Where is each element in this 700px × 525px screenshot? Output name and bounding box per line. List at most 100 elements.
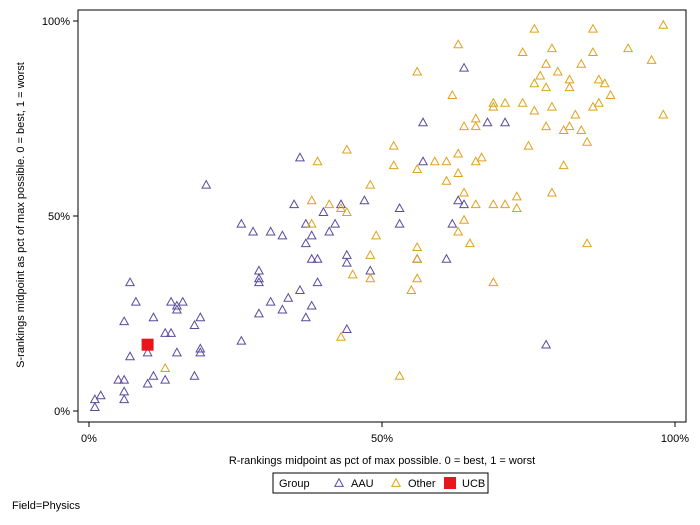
data-point-other (412, 241, 423, 252)
data-point-aau (294, 284, 306, 294)
data-point-aau (253, 265, 264, 275)
data-point-other (347, 269, 358, 279)
data-point-other (576, 58, 587, 68)
data-point-other (546, 101, 557, 111)
data-point-other (593, 97, 604, 107)
data-point-aau (165, 296, 177, 306)
x-tick-label: 100% (661, 433, 689, 445)
data-point-other (341, 144, 352, 154)
data-point-aau (265, 226, 276, 236)
data-point-other (453, 39, 464, 49)
data-point-other (447, 89, 458, 99)
data-point-aau (160, 374, 171, 384)
data-point-aau (236, 218, 247, 228)
data-point-aau (453, 195, 464, 205)
data-point-other (365, 273, 376, 283)
data-point-other (646, 54, 657, 64)
data-point-aau (289, 199, 300, 209)
y-tick-label: 100% (42, 16, 70, 28)
data-point-other (429, 156, 440, 166)
data-point-other (658, 109, 669, 119)
data-point-aau (265, 296, 276, 306)
data-point-aau (113, 374, 124, 384)
data-point-other (488, 101, 499, 111)
data-point-aau (324, 226, 335, 236)
data-point-other (576, 124, 587, 135)
data-point-aau (283, 292, 294, 302)
data-point-other (500, 97, 511, 107)
x-tick-label: 50% (371, 433, 393, 445)
data-point-aau (335, 199, 347, 209)
data-point-aau (165, 327, 177, 337)
data-point-aau (294, 152, 306, 162)
legend-label-aau: AAU (351, 478, 374, 490)
data-point-aau (124, 277, 136, 287)
data-point-aau (148, 370, 159, 380)
data-point-aau (341, 257, 352, 267)
data-point-aau (500, 117, 511, 127)
data-point-ucb (141, 338, 154, 351)
data-point-other (441, 175, 452, 185)
data-point-aau (277, 304, 288, 314)
data-point-aau (253, 273, 264, 283)
data-point-aau (330, 218, 341, 228)
data-point-other (529, 78, 540, 88)
data-point-other (623, 43, 634, 53)
data-point-other (529, 105, 540, 115)
data-point-aau (142, 378, 153, 388)
data-point-aau (341, 323, 352, 333)
legend-symbol-aau (333, 477, 345, 487)
series-aau (89, 62, 552, 411)
data-point-other (593, 74, 604, 84)
data-point-other (599, 78, 610, 88)
data-point-other (564, 121, 575, 131)
data-point-other (324, 199, 335, 209)
data-point-other (365, 179, 376, 189)
data-point-aau (160, 327, 171, 337)
y-axis-label: S-rankings midpoint as pct of max possib… (15, 62, 27, 368)
data-point-aau (300, 238, 311, 248)
data-point-other (605, 89, 616, 99)
data-point-aau (458, 199, 470, 209)
data-point-other (582, 136, 593, 146)
data-point-aau (277, 230, 288, 240)
data-point-aau (253, 308, 264, 318)
legend-label-ucb: UCB (462, 478, 485, 490)
data-point-aau (300, 312, 311, 322)
data-point-aau (130, 296, 141, 306)
data-point-other (412, 253, 423, 263)
data-point-other (535, 70, 546, 80)
data-point-aau (417, 156, 429, 166)
data-point-aau (253, 277, 264, 287)
data-point-other (458, 187, 470, 197)
data-point-other (470, 121, 481, 131)
data-point-other (453, 148, 464, 158)
data-point-aau (119, 386, 130, 396)
data-point-aau (341, 249, 352, 259)
data-point-aau (394, 202, 405, 213)
legend-symbol-ucb (444, 477, 456, 489)
data-point-other (160, 362, 171, 372)
data-point-other (453, 226, 464, 236)
data-point-aau (417, 117, 429, 127)
data-point-other (564, 82, 575, 92)
data-point-aau (441, 253, 452, 263)
data-point-other (335, 202, 347, 213)
data-point-other (517, 46, 528, 57)
data-point-other (546, 43, 557, 53)
data-point-aau (306, 230, 317, 240)
data-point-aau (541, 339, 552, 349)
plot-area (77, 9, 687, 423)
data-point-aau (306, 300, 317, 310)
data-point-aau (148, 312, 159, 322)
data-point-other (658, 19, 669, 29)
data-point-other (587, 23, 599, 33)
data-point-other (412, 273, 423, 283)
data-point-other (453, 167, 464, 177)
data-point-other (582, 238, 593, 248)
data-point-other (476, 152, 487, 162)
data-point-aau (318, 206, 329, 216)
legend: Group AAU Other UCB (272, 472, 489, 494)
data-point-aau (195, 347, 206, 357)
